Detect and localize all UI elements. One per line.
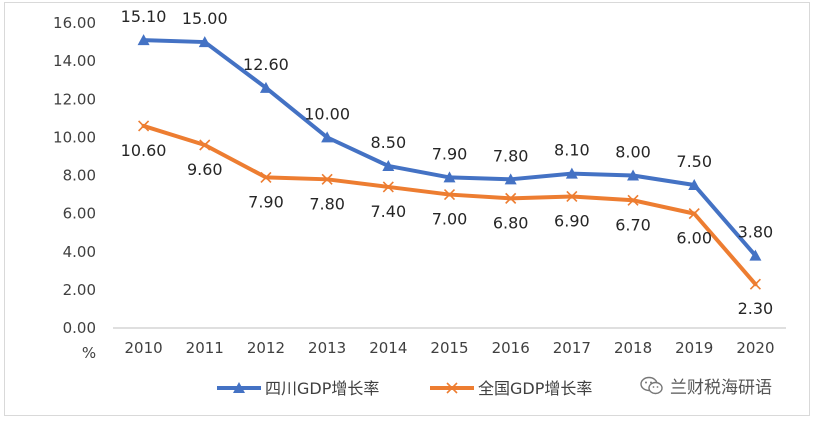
data-point-triangle	[382, 159, 395, 171]
y-tick-label: 4.00	[63, 243, 96, 261]
data-label: 15.10	[121, 7, 167, 26]
x-tick-label: 2010	[124, 339, 162, 357]
data-label: 8.00	[615, 143, 651, 162]
data-point-triangle	[504, 173, 517, 185]
chart-frame	[4, 2, 810, 416]
y-tick-label: 2.00	[63, 281, 96, 299]
data-point-triangle	[627, 169, 640, 181]
data-label: 7.40	[371, 202, 407, 221]
watermark-text: 兰财税海研语	[670, 378, 772, 398]
x-tick-label: 2019	[675, 339, 713, 357]
data-label: 2.30	[738, 299, 774, 318]
data-point-triangle	[688, 179, 701, 191]
x-tick-label: 2013	[308, 339, 346, 357]
data-label: 10.60	[121, 141, 167, 160]
data-label: 15.00	[182, 9, 228, 28]
x-tick-label: 2015	[430, 339, 468, 357]
data-point-x	[382, 181, 394, 193]
data-label: 6.80	[493, 213, 529, 232]
data-label: 7.90	[248, 192, 284, 211]
data-point-x	[566, 190, 578, 203]
data-point-x	[138, 120, 150, 132]
wechat-icon	[640, 376, 663, 394]
data-point-triangle	[321, 131, 334, 143]
data-label: 7.90	[432, 144, 468, 163]
data-point-triangle	[198, 36, 211, 48]
data-point-triangle	[137, 34, 150, 46]
y-tick-label: 0.00	[63, 319, 96, 337]
x-tick-label: 2011	[186, 339, 224, 357]
data-point-triangle	[443, 171, 456, 183]
data-label: 8.50	[371, 133, 407, 152]
data-label: 7.50	[676, 152, 712, 171]
y-tick-label: 12.00	[53, 90, 96, 108]
data-point-x	[749, 278, 761, 290]
x-tick-label: 2018	[614, 339, 652, 357]
y-axis-label: %	[82, 344, 96, 362]
data-point-triangle	[259, 81, 272, 93]
y-tick-label: 10.00	[53, 128, 96, 146]
x-tick-label: 2014	[369, 339, 407, 357]
data-point-triangle	[565, 167, 578, 179]
watermark: 兰财税海研语	[640, 373, 772, 398]
y-tick-label: 16.00	[53, 14, 96, 32]
data-point-x	[321, 173, 333, 185]
data-label: 9.60	[187, 160, 223, 179]
data-point-x	[199, 139, 211, 151]
data-label: 3.80	[738, 223, 774, 242]
data-label: 6.90	[554, 211, 590, 230]
data-point-triangle	[749, 249, 762, 261]
y-tick-label: 6.00	[63, 205, 96, 223]
legend-marker-x	[446, 382, 458, 394]
data-label: 8.10	[554, 141, 590, 160]
legend-label: 全国GDP增长率	[478, 379, 592, 398]
data-point-x	[260, 171, 272, 183]
data-label: 12.60	[243, 55, 289, 74]
data-label: 7.00	[432, 210, 468, 229]
data-label: 7.80	[309, 194, 345, 213]
x-tick-label: 2016	[492, 339, 530, 357]
data-label: 6.00	[676, 229, 712, 248]
x-tick-label: 2017	[553, 339, 591, 357]
y-tick-label: 14.00	[53, 52, 96, 70]
data-label: 7.80	[493, 146, 529, 165]
y-tick-label: 8.00	[63, 167, 96, 185]
data-point-x	[443, 188, 456, 201]
data-label: 6.70	[615, 215, 651, 234]
data-point-x	[505, 192, 517, 204]
legend-marker-triangle	[233, 382, 245, 393]
legend-label: 四川GDP增长率	[265, 379, 379, 398]
x-tick-label: 2020	[736, 339, 774, 357]
x-tick-label: 2012	[247, 339, 285, 357]
data-point-x	[627, 194, 639, 206]
data-point-x	[688, 208, 700, 220]
data-label: 10.00	[304, 104, 350, 123]
